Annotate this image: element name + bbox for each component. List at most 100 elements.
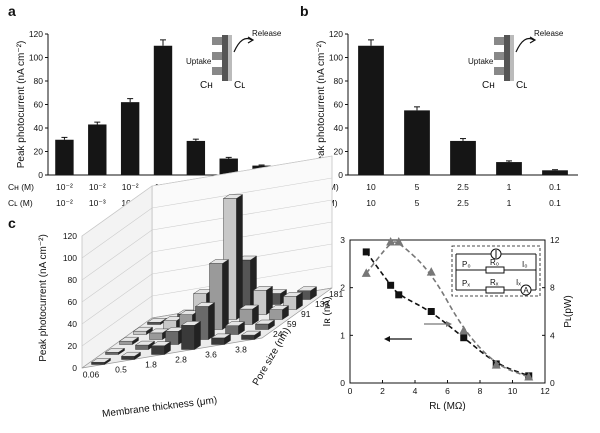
panel-c-bar-top	[238, 304, 260, 310]
panel-c-bar	[119, 341, 133, 345]
panel-d-yrtick-label: 4	[550, 330, 555, 340]
panel-a-bar	[219, 158, 238, 175]
panel-a-bar	[55, 139, 74, 175]
panel-c-ytick-label: 181	[329, 289, 343, 299]
panel-d-yrtick-label: 0	[550, 378, 555, 388]
panel-a-bar	[88, 124, 107, 175]
panel-c-gridline	[151, 177, 333, 209]
panel-c-xlabel: Membrane thickness (μm)	[102, 395, 218, 420]
panel-b-inset-membrane-left	[504, 35, 510, 81]
panel-c-bar	[241, 334, 255, 340]
panel-d-circuit-ammeter-label: A	[523, 286, 529, 295]
panel-b-bar	[358, 45, 384, 175]
panel-d-yrtick-label: 8	[550, 283, 555, 293]
panel-c-bar	[91, 362, 105, 365]
panel-c-ztick-label: 80	[68, 275, 78, 285]
panel-c-bar-top	[254, 319, 276, 325]
panel-d-circuit-rx	[485, 286, 505, 294]
panel-d-yltick-label: 1	[340, 330, 345, 340]
panel-a-row-label: Cʟ (M)	[8, 198, 33, 208]
panel-d-point-pl	[386, 237, 396, 246]
panel-d-ylabel-right: Pʟ(pW)	[563, 295, 574, 327]
panel-a-inset-pore-2	[212, 52, 222, 60]
panel-c-bar-top	[296, 286, 318, 291]
panel-c-ztick-label: 20	[68, 341, 78, 351]
panel-d-arrowhead-left	[384, 336, 390, 342]
panel-d-xtick-label: 10	[508, 386, 518, 396]
panel-c-zlabel: Peak photocurrent (nA cm⁻²)	[38, 234, 49, 362]
panel-a-inset-pore-3	[212, 67, 222, 75]
panel-b-inset-uptake-label: Uptake	[468, 57, 494, 66]
panel-c-bar-side	[236, 194, 243, 320]
panel-c-bar-top	[194, 302, 216, 307]
panel-label-c: c	[8, 215, 16, 231]
panel-b-inset-cl-label: Cʟ	[516, 80, 527, 91]
panel-c-bar	[133, 331, 147, 335]
panel-c-ytick-label: 59	[287, 319, 297, 329]
panel-d-fit-pl	[365, 241, 530, 378]
panel-d-xtick-label: 8	[478, 386, 483, 396]
panel-d-xtick-label: 4	[413, 386, 418, 396]
panel-c-bar	[105, 352, 119, 355]
panel-a-ytick-label: 120	[29, 29, 43, 39]
panel-a-inset-membrane-left	[222, 35, 228, 81]
panel-b-row-value: 0.1	[549, 198, 561, 208]
panel-d-yltick-label: 2	[340, 283, 345, 293]
panel-d-circuit-i0-label: I₀	[522, 260, 528, 269]
panel-d-point-pl	[361, 268, 371, 277]
panel-b-inset-release-arrow	[515, 37, 535, 53]
panel-c-gridline	[81, 251, 153, 303]
panel-c-xtick-label: 1.8	[145, 360, 157, 370]
panel-c-bar-top	[118, 337, 140, 342]
panel-c-bar-top	[120, 352, 142, 357]
panel-a-inset-release-arrowhead	[247, 36, 255, 44]
panel-c-ytick-label: 133	[315, 299, 329, 309]
panel-c-bar-top	[208, 259, 230, 264]
panel-d-xlabel: Rʟ (MΩ)	[429, 401, 466, 412]
panel-c-bar	[255, 323, 269, 330]
panel-a-ytick-label: 100	[29, 53, 43, 63]
panel-b-ylabel: Peak photocurrent (nA cm⁻²)	[316, 41, 327, 169]
panel-b-bar	[450, 140, 476, 175]
panel-b-row-value: 2.5	[457, 198, 469, 208]
panel-c-bar-top	[150, 341, 172, 346]
panel-b-inset-membrane-right	[510, 35, 514, 81]
panel-d-circuit-p0-label: P₀	[462, 260, 471, 269]
panel-c-bar-top	[268, 305, 290, 310]
panel-b-ytick-label: 100	[329, 53, 343, 63]
panel-a-inset-release-label: Release	[252, 29, 282, 38]
panel-d-circuit-r0	[485, 266, 505, 274]
panel-a-ytick-label: 40	[34, 123, 44, 133]
panel-c-bar-top	[134, 340, 156, 346]
panel-a-inset-uptake-label: Uptake	[186, 57, 212, 66]
panel-c-gridline	[81, 207, 153, 259]
panel-c-xtick-label: 0.06	[83, 370, 100, 380]
panel-c-bar	[181, 325, 195, 350]
panel-c-gridline	[81, 229, 153, 281]
panel-c-xtick-label: 3.8	[235, 345, 247, 355]
panel-d-yrtick-label: 12	[550, 235, 560, 245]
panel-c-bar-top	[90, 358, 112, 363]
panel-b-ytick-label: 0	[338, 170, 343, 180]
panel-b-row-value: 2.5	[457, 182, 469, 192]
panel-b-row-value: 5	[415, 198, 420, 208]
panel-d-circuit-ammeter	[520, 284, 532, 296]
panel-a-row-label: Cʜ (M)	[8, 182, 34, 192]
panel-a-row-value: 10⁻²	[89, 182, 106, 192]
panel-c-bar-side	[222, 259, 229, 330]
panel-a-ylabel: Peak photocurrent (nA cm⁻²)	[16, 41, 27, 169]
panel-c-bar-top	[104, 348, 126, 353]
panel-a-inset-cl-label: Cʟ	[234, 80, 245, 91]
panel-c-ztick-label: 0	[72, 363, 77, 373]
panel-c-ztick-label: 40	[68, 319, 78, 329]
panel-a-inset-membrane-right	[228, 35, 232, 81]
panel-c-bar-top	[210, 333, 232, 339]
panel-d-point-pl	[524, 372, 534, 381]
panel-a-ytick-label: 20	[34, 147, 44, 157]
panel-d-point-ir	[460, 334, 468, 342]
panel-b-inset-ch-label: Cʜ	[482, 80, 495, 91]
